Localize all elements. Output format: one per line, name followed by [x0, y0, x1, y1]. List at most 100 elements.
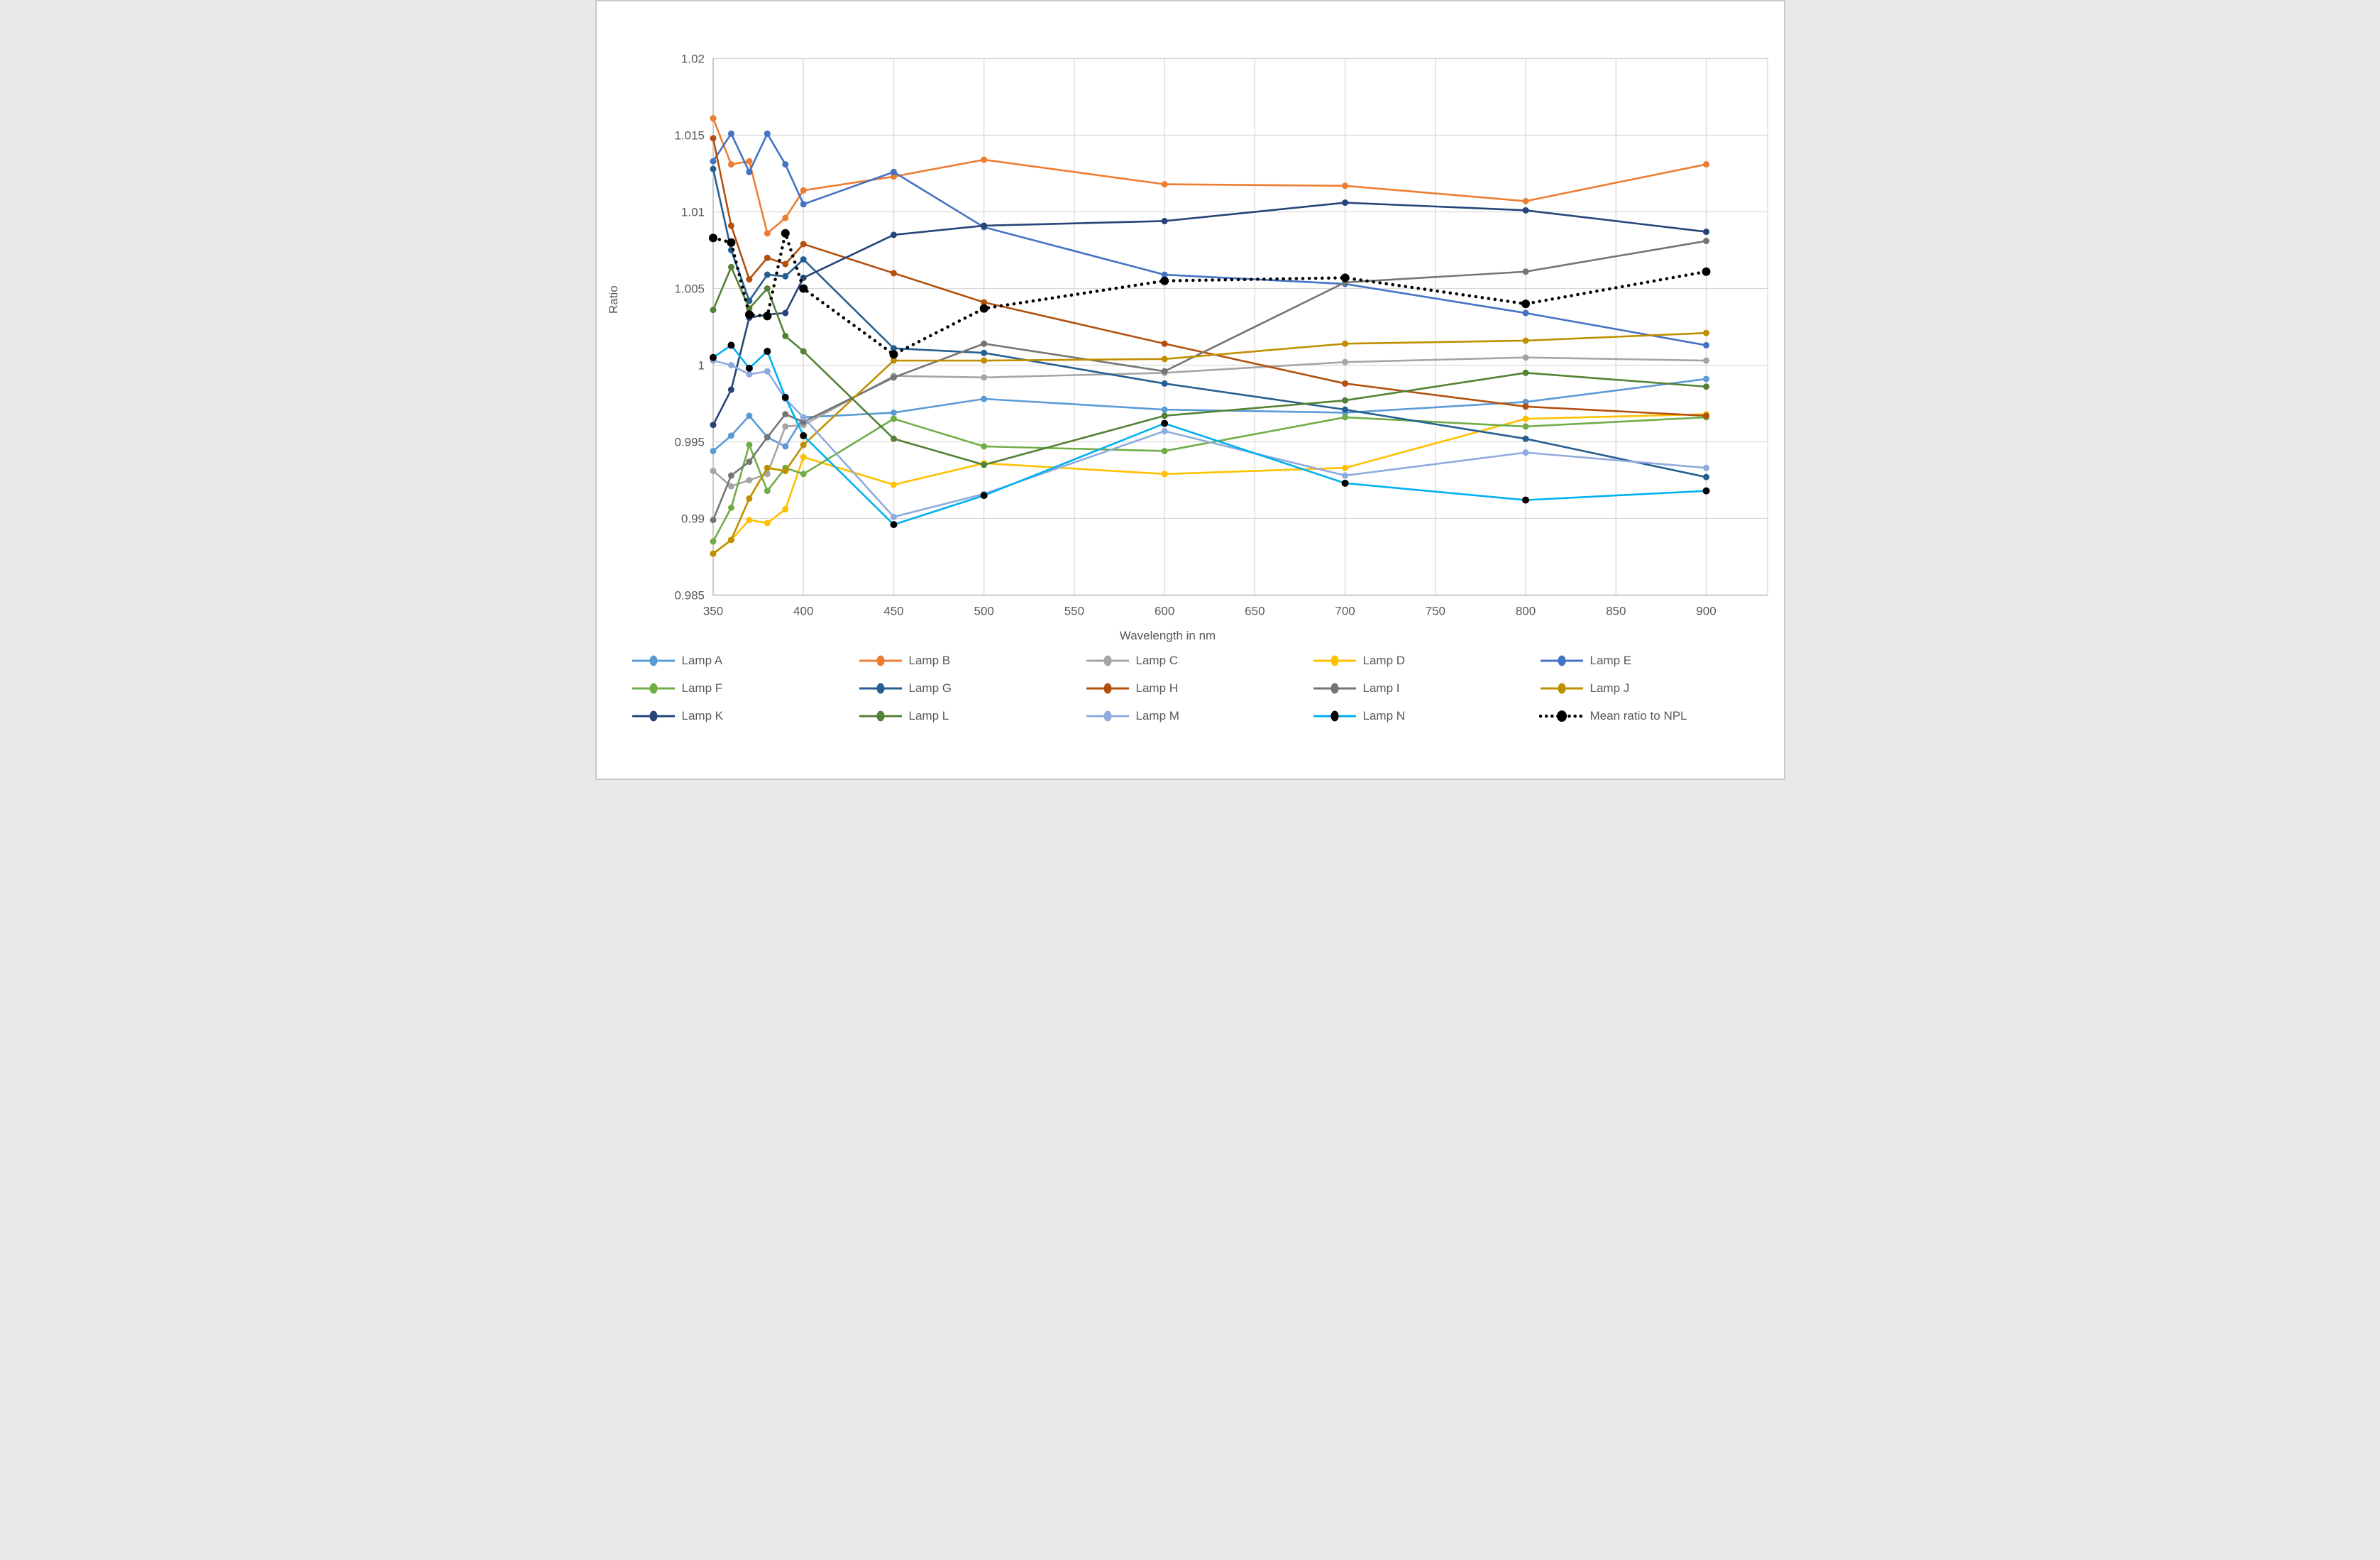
- data-point-lamp-e[interactable]: [781, 161, 788, 168]
- data-point-lamp-d[interactable]: [745, 517, 752, 524]
- data-point-lamp-j[interactable]: [980, 357, 987, 364]
- data-point-lamp-f[interactable]: [1341, 414, 1348, 421]
- data-point-lamp-i[interactable]: [1702, 238, 1709, 245]
- legend-item-lamp-a[interactable]: Lamp A: [631, 653, 858, 669]
- data-point-lamp-a[interactable]: [745, 412, 752, 419]
- data-point-lamp-e[interactable]: [745, 168, 752, 175]
- data-point-lamp-h[interactable]: [800, 241, 807, 248]
- data-point-lamp-b[interactable]: [800, 187, 807, 194]
- data-point-lamp-b[interactable]: [727, 161, 734, 168]
- data-point-lamp-j[interactable]: [764, 464, 771, 471]
- data-point-lamp-l[interactable]: [781, 332, 788, 339]
- data-point-lamp-m[interactable]: [727, 362, 734, 368]
- data-point-lamp-n[interactable]: [1521, 496, 1529, 504]
- data-point-lamp-n[interactable]: [1702, 487, 1709, 495]
- data-point-lamp-i[interactable]: [781, 411, 788, 418]
- series-line-lamp-c[interactable]: [712, 356, 1707, 488]
- data-point-lamp-e[interactable]: [1702, 341, 1709, 348]
- data-point-lamp-b[interactable]: [781, 214, 788, 221]
- data-point-lamp-h[interactable]: [745, 276, 752, 283]
- legend-item-lamp-n[interactable]: Lamp N: [1312, 708, 1539, 724]
- data-point-mean-ratio-to-npl[interactable]: [1159, 276, 1169, 285]
- data-point-lamp-m[interactable]: [1702, 464, 1709, 471]
- data-point-lamp-j[interactable]: [710, 550, 716, 557]
- series-line-lamp-f[interactable]: [712, 416, 1707, 542]
- data-point-lamp-j[interactable]: [1522, 337, 1529, 344]
- data-point-lamp-g[interactable]: [1522, 435, 1529, 442]
- data-point-lamp-j[interactable]: [781, 468, 788, 475]
- legend-item-lamp-l[interactable]: Lamp L: [858, 708, 1085, 724]
- data-point-mean-ratio-to-npl[interactable]: [1521, 300, 1530, 309]
- data-point-lamp-c[interactable]: [980, 374, 987, 381]
- data-point-lamp-a[interactable]: [1702, 375, 1709, 383]
- data-point-lamp-m[interactable]: [1522, 449, 1529, 456]
- data-point-lamp-h[interactable]: [727, 222, 734, 229]
- data-point-lamp-k[interactable]: [1522, 207, 1529, 214]
- data-point-lamp-b[interactable]: [1161, 181, 1168, 188]
- data-point-lamp-j[interactable]: [745, 495, 752, 502]
- data-point-lamp-a[interactable]: [890, 409, 897, 416]
- data-point-lamp-h[interactable]: [1522, 403, 1529, 410]
- legend-item-lamp-g[interactable]: Lamp G: [858, 681, 1085, 696]
- data-point-lamp-i[interactable]: [980, 340, 987, 347]
- data-point-lamp-n[interactable]: [980, 492, 988, 500]
- data-point-lamp-m[interactable]: [745, 370, 752, 378]
- data-point-lamp-e[interactable]: [800, 201, 807, 208]
- data-point-lamp-n[interactable]: [745, 364, 753, 372]
- data-point-lamp-i[interactable]: [890, 374, 897, 381]
- data-point-lamp-a[interactable]: [781, 443, 788, 450]
- data-point-lamp-g[interactable]: [890, 345, 897, 352]
- data-point-lamp-g[interactable]: [781, 273, 788, 280]
- data-point-mean-ratio-to-npl[interactable]: [744, 310, 754, 319]
- data-point-lamp-b[interactable]: [764, 230, 771, 237]
- data-point-mean-ratio-to-npl[interactable]: [1701, 267, 1710, 276]
- data-point-lamp-i[interactable]: [764, 434, 771, 441]
- data-point-lamp-g[interactable]: [764, 271, 771, 278]
- data-point-lamp-b[interactable]: [980, 156, 987, 163]
- data-point-mean-ratio-to-npl[interactable]: [781, 229, 790, 238]
- legend-item-lamp-m[interactable]: Lamp M: [1085, 708, 1312, 724]
- data-point-mean-ratio-to-npl[interactable]: [798, 284, 808, 293]
- data-point-lamp-h[interactable]: [980, 299, 987, 306]
- data-point-lamp-n[interactable]: [727, 341, 734, 349]
- data-point-lamp-l[interactable]: [1702, 383, 1709, 390]
- data-point-mean-ratio-to-npl[interactable]: [762, 312, 771, 321]
- data-point-lamp-m[interactable]: [764, 368, 771, 375]
- data-point-lamp-c[interactable]: [1341, 358, 1348, 366]
- data-point-lamp-i[interactable]: [1161, 368, 1168, 375]
- data-point-lamp-f[interactable]: [800, 471, 807, 478]
- data-point-lamp-b[interactable]: [1702, 161, 1709, 168]
- data-point-lamp-a[interactable]: [710, 447, 716, 454]
- data-point-lamp-e[interactable]: [764, 130, 771, 137]
- data-point-lamp-f[interactable]: [710, 538, 716, 545]
- data-point-mean-ratio-to-npl[interactable]: [726, 238, 735, 247]
- data-point-lamp-h[interactable]: [1341, 380, 1348, 387]
- data-point-lamp-c[interactable]: [764, 471, 771, 478]
- series-line-lamp-e[interactable]: [712, 131, 1707, 346]
- legend-item-lamp-h[interactable]: Lamp H: [1085, 681, 1312, 696]
- data-point-lamp-n[interactable]: [1341, 479, 1349, 487]
- data-point-lamp-l[interactable]: [1522, 369, 1529, 376]
- data-point-lamp-j[interactable]: [1702, 329, 1709, 336]
- data-point-lamp-j[interactable]: [727, 537, 734, 544]
- data-point-lamp-b[interactable]: [1522, 197, 1529, 204]
- data-point-lamp-g[interactable]: [980, 349, 987, 356]
- data-point-lamp-i[interactable]: [727, 472, 734, 479]
- data-point-lamp-c[interactable]: [710, 468, 716, 475]
- data-point-lamp-m[interactable]: [890, 513, 897, 520]
- data-point-lamp-n[interactable]: [799, 432, 807, 439]
- data-point-lamp-a[interactable]: [727, 432, 734, 439]
- data-point-lamp-a[interactable]: [980, 395, 987, 402]
- data-point-lamp-b[interactable]: [710, 115, 716, 122]
- data-point-lamp-k[interactable]: [727, 386, 734, 393]
- data-point-lamp-d[interactable]: [764, 520, 771, 527]
- data-point-lamp-e[interactable]: [1161, 271, 1168, 278]
- data-point-lamp-f[interactable]: [745, 441, 752, 449]
- series-line-mean-ratio-to-npl[interactable]: [711, 227, 1708, 357]
- chart-plot-area[interactable]: 1.02 1.015 1.01 1.005 1 0.995 0.99 0.985 350 400 4…: [597, 1, 1787, 781]
- data-point-lamp-f[interactable]: [1522, 423, 1529, 430]
- data-point-lamp-d[interactable]: [1161, 471, 1168, 478]
- data-point-lamp-j[interactable]: [1341, 340, 1348, 347]
- data-point-mean-ratio-to-npl[interactable]: [1340, 273, 1350, 282]
- data-point-lamp-m[interactable]: [800, 414, 807, 421]
